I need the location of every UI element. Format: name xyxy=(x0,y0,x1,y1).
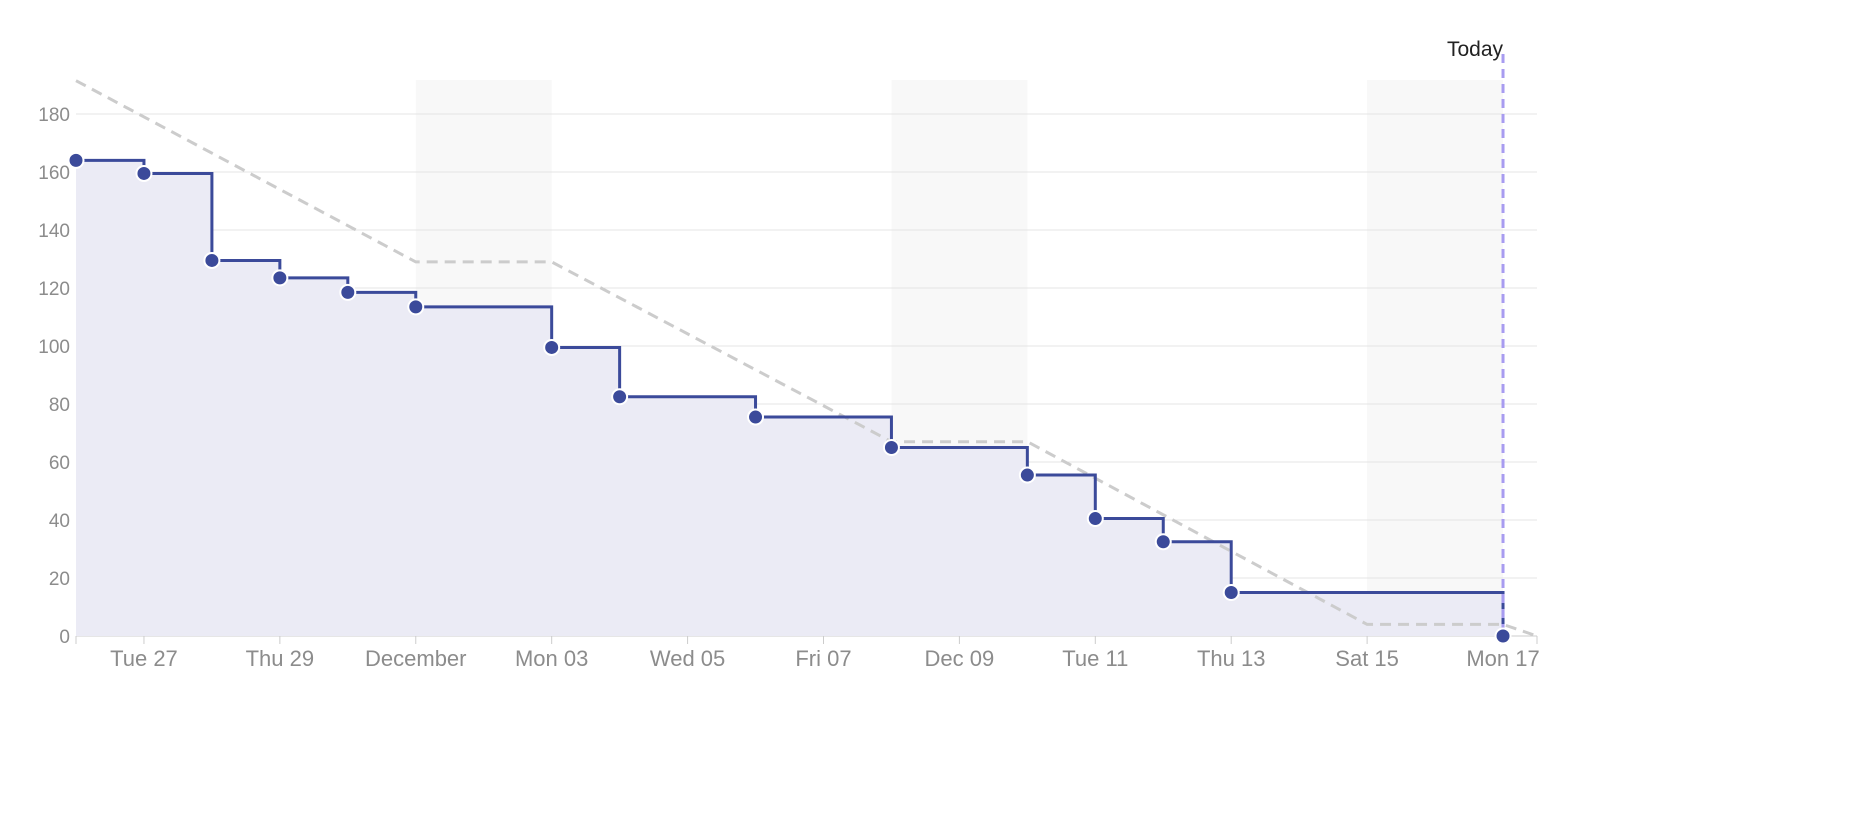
actual-point-1 xyxy=(135,164,153,182)
actual-point-5 xyxy=(407,298,425,316)
y-tick-label-140: 140 xyxy=(38,221,70,242)
today-marker: Today xyxy=(1447,38,1505,636)
x-tick-label-9: Sat 15 xyxy=(1335,646,1399,671)
weekend-bands xyxy=(415,80,1504,636)
actual-area xyxy=(76,160,1504,636)
actual-point-8 xyxy=(747,408,765,426)
x-tick-label-5: Fri 07 xyxy=(795,646,851,671)
today-label: Today xyxy=(1447,38,1504,61)
actual-point-13 xyxy=(1222,584,1240,601)
x-tick-label-6: Dec 09 xyxy=(925,646,995,671)
x-tick-label-2: December xyxy=(365,646,466,671)
x-tick-label-7: Tue 11 xyxy=(1062,646,1128,671)
ideal-line-path xyxy=(75,79,1538,638)
x-tick-label-0: Tue 27 xyxy=(110,646,178,671)
ideal-line xyxy=(75,79,1538,638)
actual-point-7 xyxy=(611,388,629,406)
actual-points xyxy=(67,151,1512,645)
x-tick-label-8: Thu 13 xyxy=(1197,646,1266,671)
y-tick-label-40: 40 xyxy=(49,511,70,532)
actual-point-6 xyxy=(543,338,561,356)
y-tick-label-60: 60 xyxy=(49,453,70,474)
x-tick-label-4: Wed 05 xyxy=(650,646,725,671)
actual-point-3 xyxy=(271,269,289,287)
y-tick-label-0: 0 xyxy=(59,627,70,648)
actual-point-12 xyxy=(1154,533,1172,551)
actual-point-11 xyxy=(1086,510,1104,528)
y-tick-label-160: 160 xyxy=(38,163,70,184)
y-axis-ticks: 0 20 40 60 80 100 120 140 160 180 xyxy=(38,105,70,648)
y-tick-label-80: 80 xyxy=(49,395,70,416)
y-tick-label-180: 180 xyxy=(38,105,70,126)
x-tick-label-3: Mon 03 xyxy=(515,646,588,671)
actual-point-2 xyxy=(203,251,221,269)
y-tick-label-120: 120 xyxy=(38,279,70,300)
actual-point-14 xyxy=(1494,627,1512,645)
y-tick-label-20: 20 xyxy=(49,569,70,590)
x-tick-label-1: Thu 29 xyxy=(246,646,315,671)
x-tick-label-10: Mon 17 xyxy=(1466,646,1539,671)
actual-point-4 xyxy=(339,283,357,301)
actual-area-fill xyxy=(76,160,1504,636)
actual-point-10 xyxy=(1018,466,1036,484)
x-axis: Tue 27 Thu 29 December Mon 03 Wed 05 Fri 07 De… xyxy=(75,635,1540,671)
actual-point-0 xyxy=(67,151,85,169)
weekend-band-2 xyxy=(1367,80,1504,636)
y-tick-label-100: 100 xyxy=(38,337,70,358)
actual-point-9 xyxy=(882,439,900,456)
